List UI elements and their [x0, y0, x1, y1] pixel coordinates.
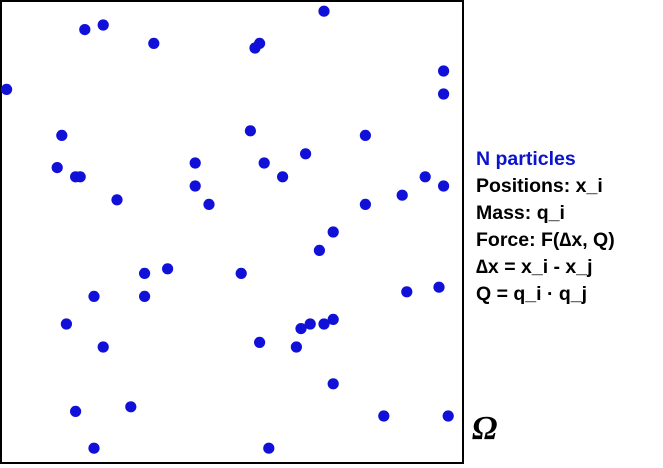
particle-24	[359, 198, 371, 210]
legend-delta-x: ∆x = x_i - x_j	[476, 256, 593, 278]
particle-7	[438, 65, 450, 77]
particle-6	[1, 83, 13, 95]
particle-43	[327, 378, 339, 390]
particle-26	[327, 226, 339, 238]
particle-25	[396, 189, 408, 201]
particle-38	[318, 318, 330, 330]
particle-27	[313, 244, 325, 256]
particle-9	[56, 129, 68, 141]
particle-23	[203, 198, 215, 210]
particle-10	[244, 125, 256, 137]
particle-0	[318, 5, 330, 17]
particle-37	[304, 318, 316, 330]
particle-42	[290, 341, 302, 353]
legend: N particles Positions: x_i Mass: q_i For…	[476, 146, 615, 308]
particle-36	[295, 323, 307, 335]
legend-title: N particles	[476, 148, 576, 170]
particle-15	[300, 148, 312, 160]
particle-21	[438, 180, 450, 192]
particle-17	[74, 171, 86, 183]
domain-label-omega: Ω	[472, 410, 498, 447]
particle-41	[254, 336, 266, 348]
legend-positions: Positions: x_i	[476, 175, 603, 197]
particle-28	[162, 263, 174, 275]
particle-8	[438, 88, 450, 100]
particle-35	[60, 318, 72, 330]
particle-11	[359, 129, 371, 141]
particle-47	[442, 410, 454, 422]
particle-33	[139, 290, 151, 302]
particle-31	[433, 281, 445, 293]
particle-1	[79, 24, 91, 36]
particle-49	[263, 442, 275, 454]
particle-3	[148, 37, 160, 50]
particle-2	[97, 19, 109, 31]
legend-q: Q = q_i · q_j	[476, 283, 588, 305]
particle-13	[189, 157, 201, 169]
particle-46	[378, 410, 390, 422]
particle-45	[125, 401, 137, 413]
particle-48	[88, 442, 100, 454]
particle-12	[51, 162, 63, 174]
particle-39	[327, 313, 339, 325]
particle-20	[419, 171, 431, 183]
particle-32	[88, 290, 100, 302]
domain-boundary	[0, 0, 464, 464]
particle-29	[139, 267, 151, 279]
particle-40	[97, 341, 109, 353]
legend-force: Force: F(∆x, Q)	[476, 229, 615, 251]
particle-5	[249, 42, 261, 54]
particle-30	[235, 267, 247, 279]
legend-mass: Mass: q_i	[476, 202, 565, 224]
particle-22	[111, 194, 123, 206]
particle-19	[277, 171, 289, 183]
particle-34	[401, 286, 413, 298]
particle-44	[70, 405, 82, 417]
particle-18	[189, 180, 201, 192]
particle-14	[258, 157, 270, 169]
